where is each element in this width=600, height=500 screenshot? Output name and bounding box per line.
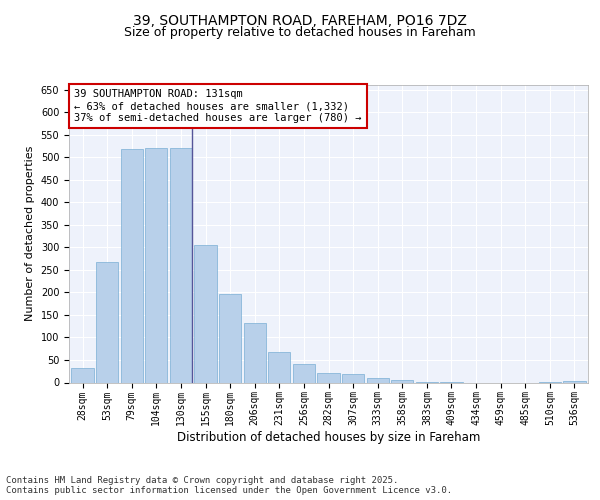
Text: Contains HM Land Registry data © Crown copyright and database right 2025.
Contai: Contains HM Land Registry data © Crown c… [6, 476, 452, 495]
Bar [219, 294, 241, 382]
X-axis label: Distribution of detached houses by size in Fareham: Distribution of detached houses by size … [177, 431, 480, 444]
Bar [121, 150, 143, 382]
Bar [71, 368, 94, 382]
Bar [563, 381, 586, 382]
Bar [367, 378, 389, 382]
Bar [293, 364, 315, 382]
Bar [268, 352, 290, 382]
Text: 39 SOUTHAMPTON ROAD: 131sqm
← 63% of detached houses are smaller (1,332)
37% of : 39 SOUTHAMPTON ROAD: 131sqm ← 63% of det… [74, 90, 362, 122]
Bar [342, 374, 364, 382]
Bar [96, 262, 118, 382]
Bar [317, 372, 340, 382]
Bar [391, 380, 413, 382]
Text: 39, SOUTHAMPTON ROAD, FAREHAM, PO16 7DZ: 39, SOUTHAMPTON ROAD, FAREHAM, PO16 7DZ [133, 14, 467, 28]
Bar [145, 148, 167, 382]
Bar [194, 245, 217, 382]
Y-axis label: Number of detached properties: Number of detached properties [25, 146, 35, 322]
Bar [170, 148, 192, 382]
Bar [244, 322, 266, 382]
Text: Size of property relative to detached houses in Fareham: Size of property relative to detached ho… [124, 26, 476, 39]
